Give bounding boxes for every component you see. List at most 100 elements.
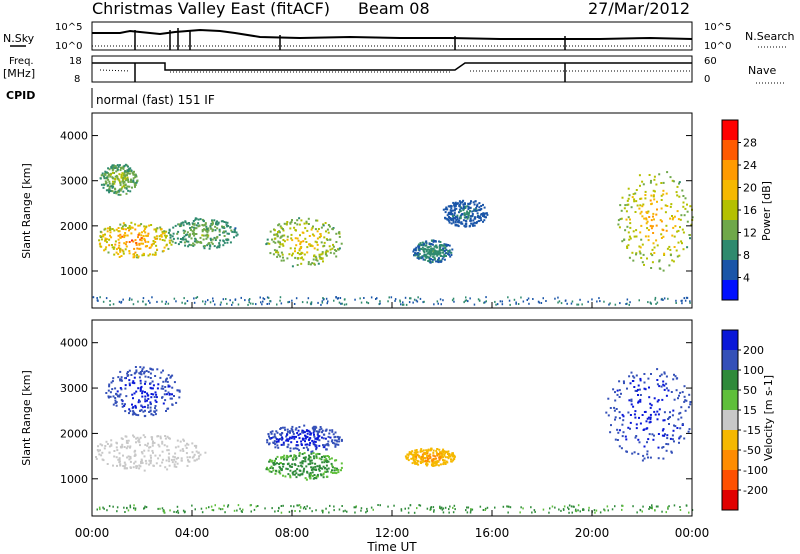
- ground-scatter-cell: [568, 508, 570, 511]
- scatter-cell: [308, 437, 311, 440]
- scatter-cell: [425, 463, 427, 466]
- ground-scatter-cell: [442, 507, 445, 510]
- ground-scatter-cell: [263, 298, 266, 301]
- scatter-cell: [288, 253, 291, 256]
- ground-scatter-cell: [430, 506, 432, 509]
- scatter-cell: [430, 249, 433, 252]
- scatter-cell: [122, 465, 125, 467]
- ground-scatter-cell: [681, 302, 683, 305]
- scatter-cell: [276, 431, 279, 434]
- ground-scatter-cell: [482, 509, 485, 511]
- scatter-cell: [639, 204, 642, 207]
- ground-scatter-cell: [298, 504, 301, 507]
- scatter-cell: [682, 195, 685, 197]
- ground-scatter-cell: [418, 504, 420, 507]
- scatter-cell: [624, 204, 627, 207]
- ground-scatter-cell: [562, 508, 565, 511]
- scatter-cell: [331, 464, 334, 467]
- scatter-cell: [270, 437, 273, 439]
- scatter-cell: [311, 427, 314, 430]
- scatter-cell: [123, 180, 126, 183]
- scatter-cell: [271, 238, 273, 241]
- scatter-cell: [176, 439, 179, 442]
- scatter-cell: [635, 229, 638, 232]
- scatter-cell: [121, 166, 124, 169]
- scatter-cell: [679, 226, 681, 229]
- ground-scatter-cell: [236, 509, 238, 512]
- ground-scatter-cell: [479, 505, 482, 508]
- colorbar-swatch: [722, 200, 738, 221]
- scatter-cell: [273, 433, 276, 436]
- scatter-cell: [324, 444, 327, 447]
- scatter-cell: [624, 229, 627, 232]
- scatter-cell: [292, 473, 295, 476]
- scatter-cell: [139, 382, 142, 385]
- ground-scatter-cell: [400, 509, 403, 512]
- scatter-cell: [678, 182, 680, 185]
- scatter-cell: [634, 410, 637, 413]
- scatter-cell: [171, 386, 174, 389]
- scatter-cell: [450, 219, 453, 222]
- scatter-cell: [449, 205, 452, 208]
- scatter-cell: [140, 409, 143, 412]
- scatter-cell: [307, 223, 310, 225]
- scatter-cell: [313, 435, 316, 438]
- ground-scatter-cell: [437, 302, 439, 305]
- scatter-cell: [447, 213, 450, 216]
- scatter-cell: [322, 444, 324, 447]
- scatter-cell: [312, 441, 315, 444]
- scatter-cell: [174, 446, 177, 449]
- scatter-cell: [166, 449, 169, 452]
- scatter-cell: [324, 437, 327, 440]
- scatter-cell: [478, 202, 481, 205]
- scatter-cell: [167, 391, 170, 394]
- scatter-cell: [201, 224, 204, 226]
- ground-scatter-cell: [261, 303, 263, 306]
- scatter-cell: [295, 435, 297, 438]
- scatter-cell: [469, 219, 472, 222]
- scatter-cell: [414, 252, 417, 255]
- scatter-cell: [634, 436, 637, 439]
- ground-scatter-cell: [463, 301, 465, 304]
- scatter-cell: [141, 406, 144, 409]
- scatter-cell: [316, 243, 319, 246]
- scatter-cell: [650, 227, 653, 230]
- ground-scatter-cell: [545, 300, 547, 302]
- ground-scatter-cell: [439, 507, 442, 510]
- scatter-cell: [135, 243, 138, 246]
- ground-scatter-cell: [248, 299, 250, 302]
- scatter-cell: [106, 443, 109, 445]
- scatter-cell: [298, 253, 301, 256]
- scatter-cell: [191, 226, 193, 229]
- scatter-cell: [300, 219, 303, 222]
- ground-scatter-cell: [137, 300, 139, 303]
- scatter-cell: [439, 252, 442, 255]
- scatter-cell: [287, 473, 290, 476]
- ground-scatter-cell: [387, 505, 389, 508]
- scatter-cell: [293, 454, 296, 457]
- ground-scatter-cell: [147, 299, 150, 302]
- scatter-cell: [283, 454, 286, 457]
- scatter-cell: [432, 449, 435, 452]
- ground-scatter-cell: [423, 300, 425, 303]
- scatter-cell: [415, 453, 418, 456]
- ground-scatter-cell: [233, 509, 236, 512]
- scatter-cell: [286, 238, 289, 241]
- ground-scatter-cell: [252, 302, 254, 305]
- scatter-cell: [427, 449, 430, 452]
- scatter-cell: [647, 229, 650, 231]
- ground-scatter-cell: [253, 508, 256, 511]
- scatter-cell: [149, 446, 152, 449]
- scatter-cell: [155, 235, 158, 238]
- scatter-cell: [107, 173, 110, 176]
- ground-scatter-cell: [478, 299, 481, 302]
- scatter-cell: [97, 450, 100, 453]
- scatter-cell: [650, 267, 653, 269]
- scatter-cell: [340, 242, 343, 245]
- scatter-cell: [482, 220, 484, 223]
- scatter-cell: [635, 252, 638, 255]
- scatter-cell: [286, 221, 289, 223]
- scatter-cell: [438, 245, 441, 248]
- scatter-cell: [656, 208, 658, 211]
- scatter-cell: [471, 223, 474, 226]
